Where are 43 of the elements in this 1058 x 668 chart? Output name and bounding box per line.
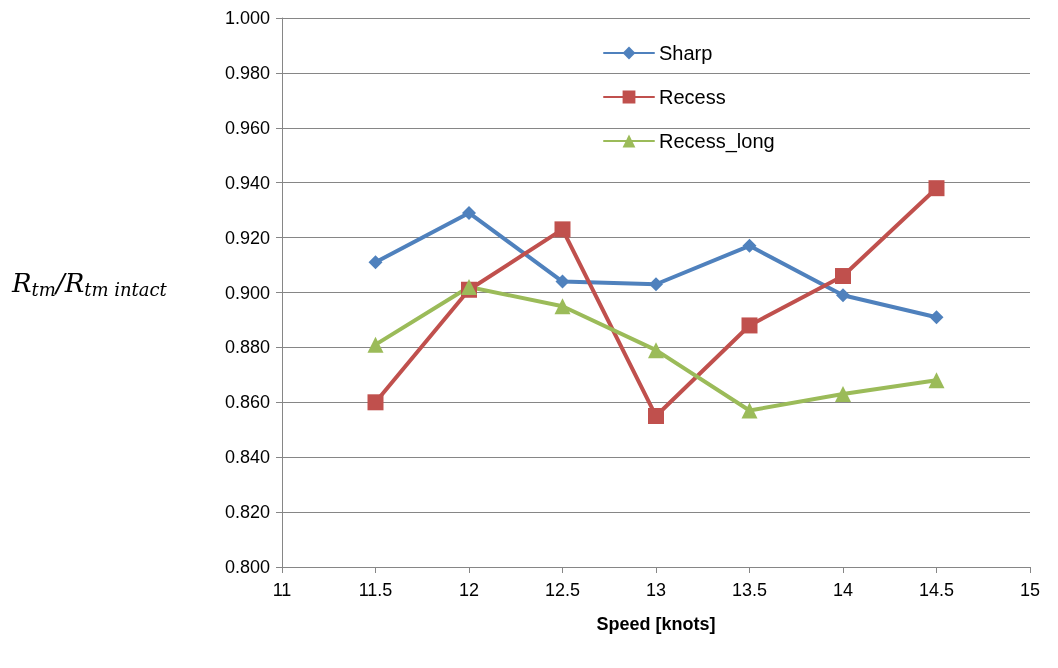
point: [929, 310, 944, 325]
point: [554, 221, 571, 238]
point: [928, 372, 945, 389]
x-tick-label: 12: [458, 580, 480, 600]
point: [648, 408, 664, 425]
legend-label: Recess: [659, 86, 726, 108]
legend-label: Recess_long: [659, 130, 775, 153]
point: [742, 238, 757, 253]
y-tick-label: 0.880: [224, 337, 270, 358]
x-tick-label: 12.5: [544, 580, 581, 600]
point: [367, 394, 384, 411]
y-tick-label: 0.820: [224, 502, 270, 523]
y-tick-label: 0.900: [224, 282, 270, 303]
x-tick-label: 13.5: [731, 580, 768, 600]
y-tick-label: 0.960: [224, 117, 270, 138]
x-tick-label: 11.5: [358, 580, 393, 600]
point: [928, 180, 945, 197]
x-tick-label: 15: [1019, 580, 1041, 600]
point: [649, 277, 663, 292]
y-tick-label: 0.940: [224, 172, 270, 193]
point: [368, 255, 383, 270]
x-axis-title: Speed [knots]: [596, 614, 716, 634]
y-tick-label: 0.980: [224, 62, 270, 83]
x-tick-label: 13: [645, 580, 667, 600]
point: [648, 342, 664, 359]
point: [835, 268, 851, 285]
point: [555, 274, 570, 289]
point: [836, 288, 850, 303]
y-tick-label: 0.860: [224, 392, 270, 413]
point: [741, 317, 758, 334]
point: [741, 402, 758, 419]
y-tick-label: 0.920: [224, 227, 270, 248]
y-tick-label: 1.000: [224, 8, 270, 28]
point: [367, 336, 384, 353]
y-tick-label: 0.840: [224, 447, 270, 468]
legend-label: Sharp: [659, 42, 713, 64]
x-tick-label: 11: [272, 580, 292, 600]
x-tick-label: 14.5: [918, 580, 955, 600]
point: [462, 205, 476, 220]
point: [835, 386, 851, 403]
x-tick-label: 14: [832, 580, 854, 600]
y-tick-label: 0.800: [224, 557, 270, 577]
point: [554, 298, 571, 315]
